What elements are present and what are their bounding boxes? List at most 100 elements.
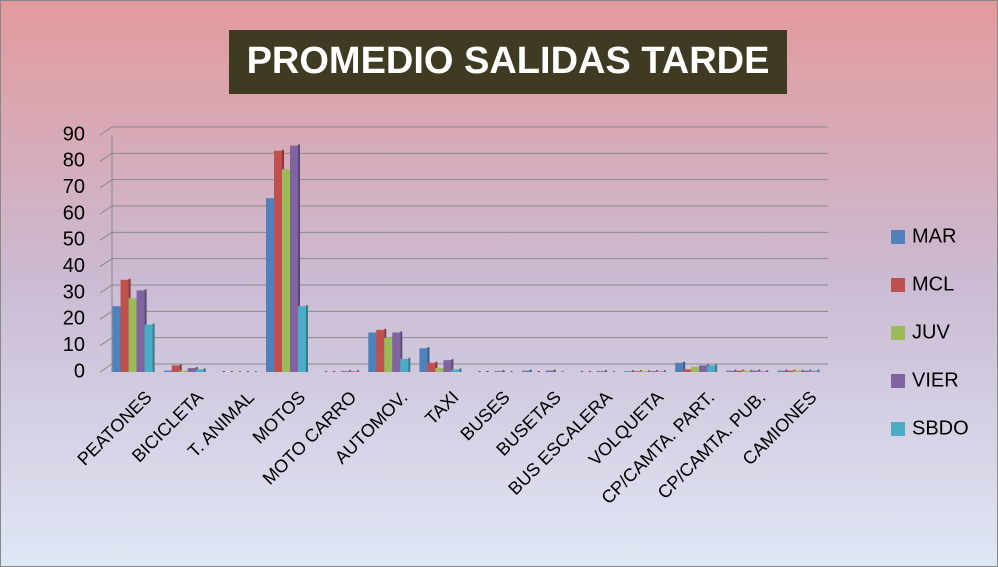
- bar-side: [553, 369, 556, 372]
- legend-label: MCL: [912, 273, 954, 295]
- bar-side: [648, 370, 650, 372]
- bar-side: [580, 371, 583, 373]
- bar: [427, 362, 436, 372]
- bar: [750, 370, 759, 372]
- bar-side: [656, 370, 658, 372]
- bar: [742, 370, 751, 372]
- bar: [349, 371, 358, 372]
- bar: [801, 370, 810, 372]
- legend-swatch: [891, 374, 905, 388]
- bar: [809, 370, 818, 372]
- grid-line-wall: [99, 284, 113, 294]
- y-tick-label: 60: [63, 202, 85, 224]
- bar-side: [715, 364, 718, 372]
- bar-side: [817, 369, 820, 372]
- bar-side: [604, 370, 607, 372]
- legend-label: SBDO: [912, 417, 969, 439]
- bar-side: [502, 370, 505, 372]
- y-tick-label: 70: [63, 176, 85, 198]
- grid-line-wall: [99, 337, 113, 347]
- bar-side: [152, 323, 155, 372]
- bar: [758, 371, 767, 372]
- bar: [707, 365, 716, 372]
- bar: [443, 360, 452, 372]
- bar-side: [179, 364, 182, 372]
- title-box: [229, 30, 787, 94]
- bar: [368, 332, 377, 372]
- legend-label: MAR: [912, 225, 956, 247]
- legend-swatch: [891, 422, 905, 436]
- bar: [777, 370, 786, 372]
- legend-label: JUV: [912, 321, 950, 343]
- bar-side: [478, 371, 481, 373]
- bar-side: [306, 305, 308, 372]
- bar: [691, 366, 700, 372]
- bar: [419, 348, 428, 372]
- bar: [640, 371, 648, 372]
- bar: [266, 198, 274, 372]
- bar: [144, 324, 153, 372]
- bar-side: [238, 371, 241, 373]
- bar: [282, 169, 290, 372]
- bar: [632, 371, 640, 372]
- grid-line-wall: [99, 310, 113, 320]
- bar-side: [486, 371, 489, 373]
- chart-title: PROMEDIO SALIDAS TARDE: [247, 40, 770, 82]
- bar: [400, 358, 409, 372]
- bar: [163, 370, 172, 372]
- legend-swatch: [891, 326, 905, 340]
- bar-side: [230, 371, 233, 373]
- bar-side: [664, 370, 666, 372]
- bar: [341, 371, 350, 372]
- grid-line-wall: [99, 363, 113, 373]
- grid-line-wall: [99, 205, 113, 215]
- bar: [435, 368, 444, 372]
- grid-line-wall: [99, 179, 113, 189]
- bar-side: [529, 369, 532, 372]
- y-tick-label: 20: [63, 308, 85, 330]
- bar-side: [588, 371, 591, 373]
- bar-side: [203, 368, 206, 372]
- bar: [120, 279, 129, 372]
- bar: [136, 290, 145, 372]
- bar-side: [357, 370, 360, 372]
- legend-swatch: [891, 278, 905, 292]
- bar-side: [333, 371, 336, 373]
- bar: [656, 371, 664, 372]
- bar: [793, 370, 802, 372]
- bar: [384, 337, 393, 372]
- bar-side: [612, 371, 615, 373]
- grid-line-wall: [99, 231, 113, 241]
- bar: [494, 371, 503, 372]
- bar-side: [640, 370, 642, 372]
- bar: [298, 306, 306, 372]
- bar: [683, 369, 692, 372]
- bar-side: [758, 369, 761, 372]
- legend-swatch: [891, 230, 905, 244]
- bar-side: [561, 371, 564, 373]
- bar: [521, 370, 530, 372]
- bar: [376, 329, 385, 372]
- bar: [734, 370, 743, 372]
- legend-label: VIER: [912, 369, 959, 391]
- bar-side: [427, 347, 430, 372]
- bar: [624, 371, 632, 372]
- bar: [648, 371, 656, 372]
- y-tick-label: 40: [63, 255, 85, 277]
- bar: [195, 369, 204, 372]
- bar: [675, 362, 684, 372]
- bar-side: [400, 331, 403, 372]
- grid-line-wall: [99, 152, 113, 162]
- bar-side: [766, 370, 769, 372]
- grid-line-wall: [99, 258, 113, 268]
- bar: [596, 371, 605, 372]
- bar: [699, 365, 708, 372]
- bar: [128, 298, 137, 372]
- bar-side: [451, 359, 454, 372]
- bar: [171, 365, 180, 372]
- y-tick-label: 0: [74, 360, 85, 382]
- bar-side: [408, 357, 411, 372]
